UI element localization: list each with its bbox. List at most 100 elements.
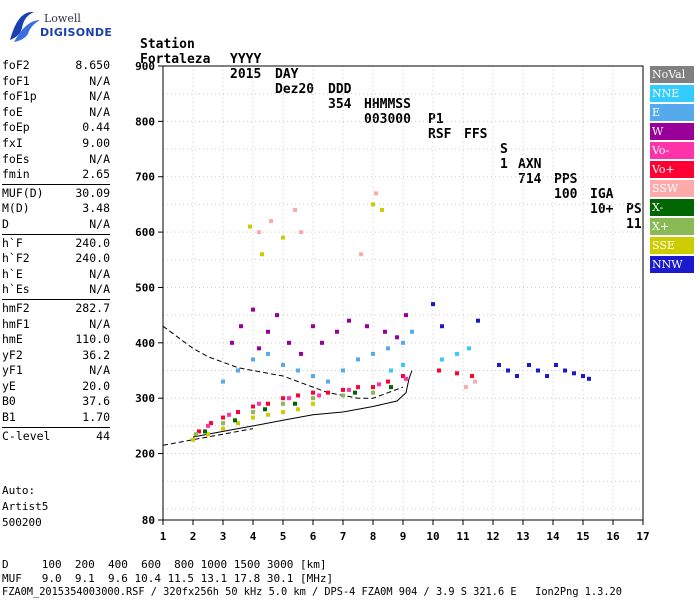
data-point-ssw [293, 207, 297, 212]
data-point-nne [440, 357, 444, 362]
data-point-nnw [431, 302, 435, 307]
param-row: yF1 N/A [2, 363, 110, 379]
param-value: N/A [89, 316, 110, 331]
x-tick-label: 8 [370, 530, 377, 543]
data-point-sse [380, 207, 384, 212]
header-label-p1: P1 [428, 112, 444, 127]
data-point-vo- [221, 415, 225, 420]
header-label-pps: PPS [554, 172, 578, 187]
legend-item: NoVal [650, 66, 694, 83]
param-label: M(D) [2, 201, 30, 216]
param-row: foF1 N/A [2, 74, 110, 90]
data-point-e [326, 379, 330, 384]
param-value: 1.70 [82, 410, 110, 425]
x-tick-label: 5 [280, 530, 287, 543]
x-tick-label: 11 [456, 530, 470, 543]
data-point-vo- [341, 387, 345, 392]
param-label: yF2 [2, 347, 23, 362]
param-row: hmE 110.0 [2, 332, 110, 348]
header-label-ffs: FFS [464, 127, 488, 142]
data-point-ssw [473, 379, 477, 384]
param-row: foF1p N/A [2, 89, 110, 105]
data-point-sse [251, 415, 255, 420]
legend-item: X+ [650, 218, 694, 235]
header-label-hhmmss: HHMMSS [364, 97, 411, 112]
header-label-ddd: DDD [328, 82, 352, 97]
param-value: 20.0 [82, 378, 110, 393]
data-point-vo- [311, 390, 315, 395]
param-label: h`F2 [2, 251, 30, 266]
data-point-e [341, 368, 345, 373]
data-point-w [251, 307, 255, 312]
param-label: h`E [2, 266, 23, 281]
x-tick-label: 6 [310, 530, 317, 543]
legend-item: Vo- [650, 142, 694, 159]
data-point-vo- [236, 410, 240, 415]
data-point-vo- [257, 401, 261, 406]
legend-item: SSW [650, 180, 694, 197]
logo-mark [10, 11, 40, 42]
param-value: 2.65 [82, 167, 110, 182]
legend-item: E [650, 104, 694, 121]
data-point-vo- [287, 396, 291, 401]
data-point-vo- [206, 423, 210, 428]
x-tick-label: 2 [190, 530, 197, 543]
data-point-vo- [404, 376, 408, 381]
data-point-sse [191, 437, 195, 442]
data-point-e [356, 357, 360, 362]
data-point-w [287, 340, 291, 345]
param-value: 3.48 [82, 201, 110, 216]
param-label: yE [2, 378, 16, 393]
data-point-x- [233, 418, 237, 423]
header-label-iga: IGA [590, 187, 614, 202]
x-tick-label: 10 [426, 530, 439, 543]
footer-distance-row: D 100 200 400 600 800 1000 1500 3000 [km… [2, 558, 327, 571]
x-tick-label: 15 [576, 530, 589, 543]
data-point-ssw [359, 252, 363, 257]
param-value: 282.7 [75, 300, 110, 315]
data-point-vo- [470, 374, 474, 379]
data-point-sse [248, 224, 252, 229]
param-separator [2, 233, 110, 235]
data-point-ssw [299, 230, 303, 235]
data-point-sse [311, 401, 315, 406]
param-value: 0.44 [82, 120, 110, 135]
auto-code: 500200 [2, 516, 42, 529]
param-value: N/A [89, 266, 110, 281]
header-value-ddd: 354 [328, 97, 352, 112]
param-value: 37.6 [82, 394, 110, 409]
data-point-x- [281, 401, 285, 406]
logo-text-digisonde: DIGISONDE [40, 26, 113, 39]
data-point-e [281, 362, 285, 367]
param-value: 44 [96, 428, 110, 443]
y-tick-label: 600 [135, 226, 155, 239]
data-point-nnw [497, 362, 501, 367]
data-point-nnw [563, 368, 567, 373]
param-row: C-level 44 [2, 429, 110, 445]
param-value: N/A [89, 151, 110, 166]
x-tick-label: 14 [546, 530, 560, 543]
header-value-station: Fortaleza [140, 52, 211, 67]
data-point-nnw [572, 371, 576, 376]
data-point-sse [281, 410, 285, 415]
legend-item: Vo+ [650, 161, 694, 178]
data-point-sse [371, 202, 375, 207]
data-point-w [275, 313, 279, 318]
data-point-x- [311, 396, 315, 401]
param-value: 240.0 [75, 251, 110, 266]
param-value: 30.09 [75, 185, 110, 200]
legend-item: NNW [650, 256, 694, 273]
data-point-e [386, 346, 390, 351]
param-label: foF1p [2, 89, 37, 104]
data-point-sse [281, 235, 285, 240]
data-point-e [371, 351, 375, 356]
param-row: MUF(D) 30.09 [2, 186, 110, 202]
auto-label: Auto: [2, 484, 36, 497]
y-tick-label: 200 [135, 448, 155, 461]
data-point-vo- [386, 379, 390, 384]
data-point-ssw [464, 385, 468, 390]
data-point-x- [251, 410, 255, 415]
data-point-w [383, 329, 387, 334]
y-tick-label: 800 [135, 115, 155, 128]
